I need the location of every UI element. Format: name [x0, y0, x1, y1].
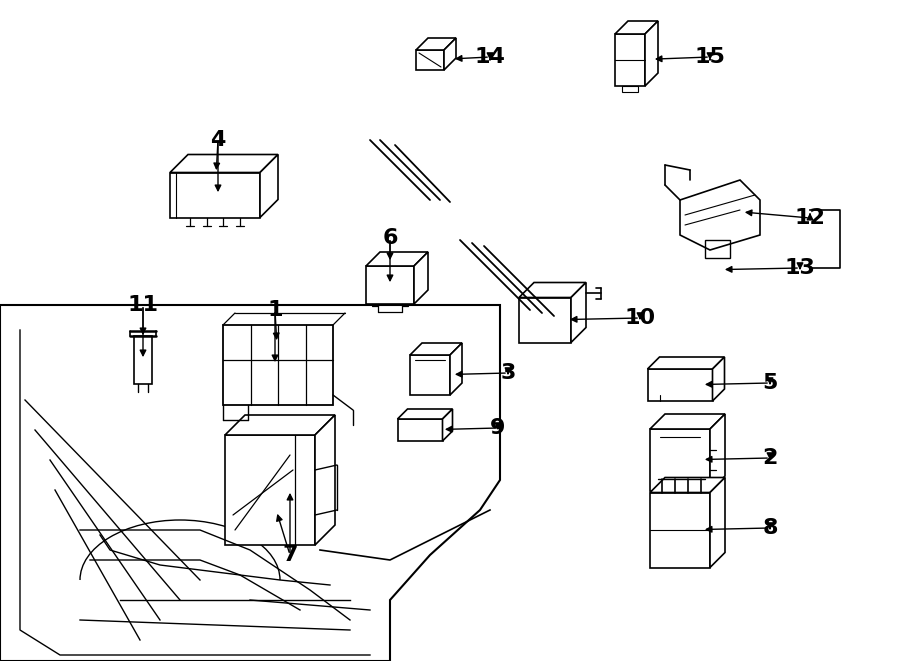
Polygon shape — [416, 38, 456, 50]
Text: 9: 9 — [491, 418, 506, 438]
Polygon shape — [414, 252, 428, 304]
Polygon shape — [650, 429, 710, 491]
Polygon shape — [443, 409, 453, 441]
Text: 10: 10 — [625, 308, 655, 328]
Text: 15: 15 — [695, 47, 725, 67]
Polygon shape — [650, 477, 725, 492]
Polygon shape — [647, 357, 725, 369]
Polygon shape — [410, 343, 462, 355]
Text: 6: 6 — [382, 228, 398, 248]
Polygon shape — [647, 369, 713, 401]
Polygon shape — [650, 414, 725, 429]
Text: 2: 2 — [762, 448, 778, 468]
Polygon shape — [398, 409, 453, 419]
Polygon shape — [225, 415, 335, 435]
Polygon shape — [170, 155, 278, 173]
Polygon shape — [398, 419, 443, 441]
Polygon shape — [519, 297, 571, 342]
Text: 3: 3 — [500, 363, 516, 383]
Polygon shape — [416, 50, 444, 70]
Text: 13: 13 — [785, 258, 815, 278]
Polygon shape — [223, 325, 333, 405]
Polygon shape — [645, 21, 658, 86]
Text: 8: 8 — [762, 518, 778, 538]
Text: 1: 1 — [267, 300, 283, 320]
Polygon shape — [615, 34, 645, 86]
Text: 4: 4 — [211, 130, 226, 150]
Polygon shape — [170, 173, 260, 217]
Polygon shape — [650, 492, 710, 568]
Text: 12: 12 — [795, 208, 825, 228]
Text: 5: 5 — [762, 373, 778, 393]
Polygon shape — [710, 477, 725, 568]
Polygon shape — [315, 415, 335, 545]
Polygon shape — [260, 155, 278, 217]
Text: 7: 7 — [283, 545, 298, 565]
Polygon shape — [366, 252, 428, 266]
Polygon shape — [134, 336, 152, 384]
Text: 11: 11 — [128, 295, 158, 315]
Polygon shape — [450, 343, 462, 395]
Polygon shape — [615, 21, 658, 34]
Polygon shape — [571, 282, 586, 342]
Polygon shape — [366, 266, 414, 304]
Text: 14: 14 — [474, 47, 506, 67]
Polygon shape — [225, 435, 315, 545]
Polygon shape — [444, 38, 456, 70]
Polygon shape — [710, 414, 725, 491]
Polygon shape — [713, 357, 725, 401]
Polygon shape — [519, 282, 586, 297]
Polygon shape — [410, 355, 450, 395]
